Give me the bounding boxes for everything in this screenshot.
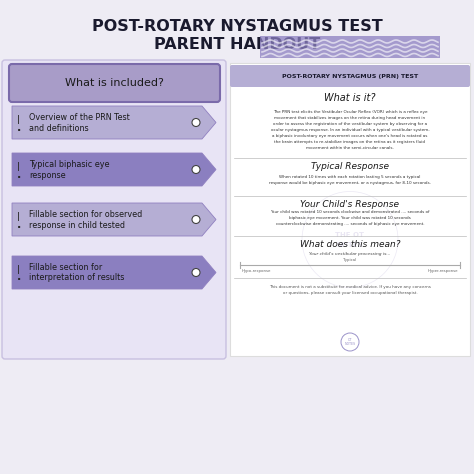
Polygon shape [12, 256, 216, 289]
Text: Hypo-response: Hypo-response [242, 269, 272, 273]
Circle shape [192, 118, 200, 127]
Text: Typical Response: Typical Response [311, 162, 389, 171]
FancyBboxPatch shape [2, 60, 226, 359]
Circle shape [192, 165, 200, 173]
Text: .: . [17, 122, 21, 133]
FancyBboxPatch shape [230, 63, 470, 356]
FancyBboxPatch shape [230, 65, 470, 87]
Text: What is it?: What is it? [324, 93, 376, 103]
Text: .: . [17, 170, 21, 180]
Text: OT
NOTES: OT NOTES [345, 337, 356, 346]
Text: .: . [17, 273, 21, 283]
Text: Typical biphasic eye: Typical biphasic eye [29, 159, 109, 168]
Text: |: | [18, 265, 20, 274]
Text: |: | [18, 212, 20, 221]
Polygon shape [12, 153, 216, 186]
Text: .: . [17, 219, 21, 229]
Circle shape [192, 216, 200, 224]
Text: What does this mean?: What does this mean? [300, 239, 400, 248]
FancyBboxPatch shape [260, 36, 440, 58]
Text: Fillable section for observed: Fillable section for observed [29, 210, 142, 219]
Text: POST-ROTARY NYSTAGMUS (PRN) TEST: POST-ROTARY NYSTAGMUS (PRN) TEST [282, 73, 418, 79]
Text: PARENT HANDOUT: PARENT HANDOUT [154, 36, 320, 52]
Text: response: response [29, 171, 65, 180]
Text: THE OT: THE OT [336, 231, 365, 237]
Text: What is included?: What is included? [65, 78, 164, 88]
Text: and definitions: and definitions [29, 124, 89, 133]
Text: Fillable section for: Fillable section for [29, 263, 102, 272]
Text: Hyper-response: Hyper-response [428, 269, 458, 273]
Text: Your Child's Response: Your Child's Response [301, 200, 400, 209]
Text: interpretation of results: interpretation of results [29, 273, 124, 283]
FancyBboxPatch shape [9, 64, 220, 102]
Text: Your child's vestibular processing is...: Your child's vestibular processing is... [309, 252, 391, 256]
Text: This document is not a substitute for medical advice. If you have any concerns
o: This document is not a substitute for me… [269, 285, 431, 295]
Circle shape [192, 268, 200, 276]
Text: Overview of the PRN Test: Overview of the PRN Test [29, 112, 130, 121]
Text: |: | [18, 115, 20, 124]
Text: response in child tested: response in child tested [29, 220, 125, 229]
Text: The PRN test elicits the Vestibular Ocular Reflex (VOR) which is a reflex eye
mo: The PRN test elicits the Vestibular Ocul… [271, 109, 429, 150]
Text: Typical: Typical [343, 258, 356, 262]
Polygon shape [12, 203, 216, 236]
Text: NOTES: NOTES [337, 241, 363, 247]
Text: When rotated 10 times with each rotation lasting 5 seconds a typical
response wo: When rotated 10 times with each rotation… [269, 175, 431, 185]
Polygon shape [12, 106, 216, 139]
Text: |: | [18, 162, 20, 171]
Text: POST-ROTARY NYSTAGMUS TEST: POST-ROTARY NYSTAGMUS TEST [91, 18, 383, 34]
Text: Your child was rotated 10 seconds clockwise and demonstrated .... seconds of
bip: Your child was rotated 10 seconds clockw… [270, 210, 430, 226]
